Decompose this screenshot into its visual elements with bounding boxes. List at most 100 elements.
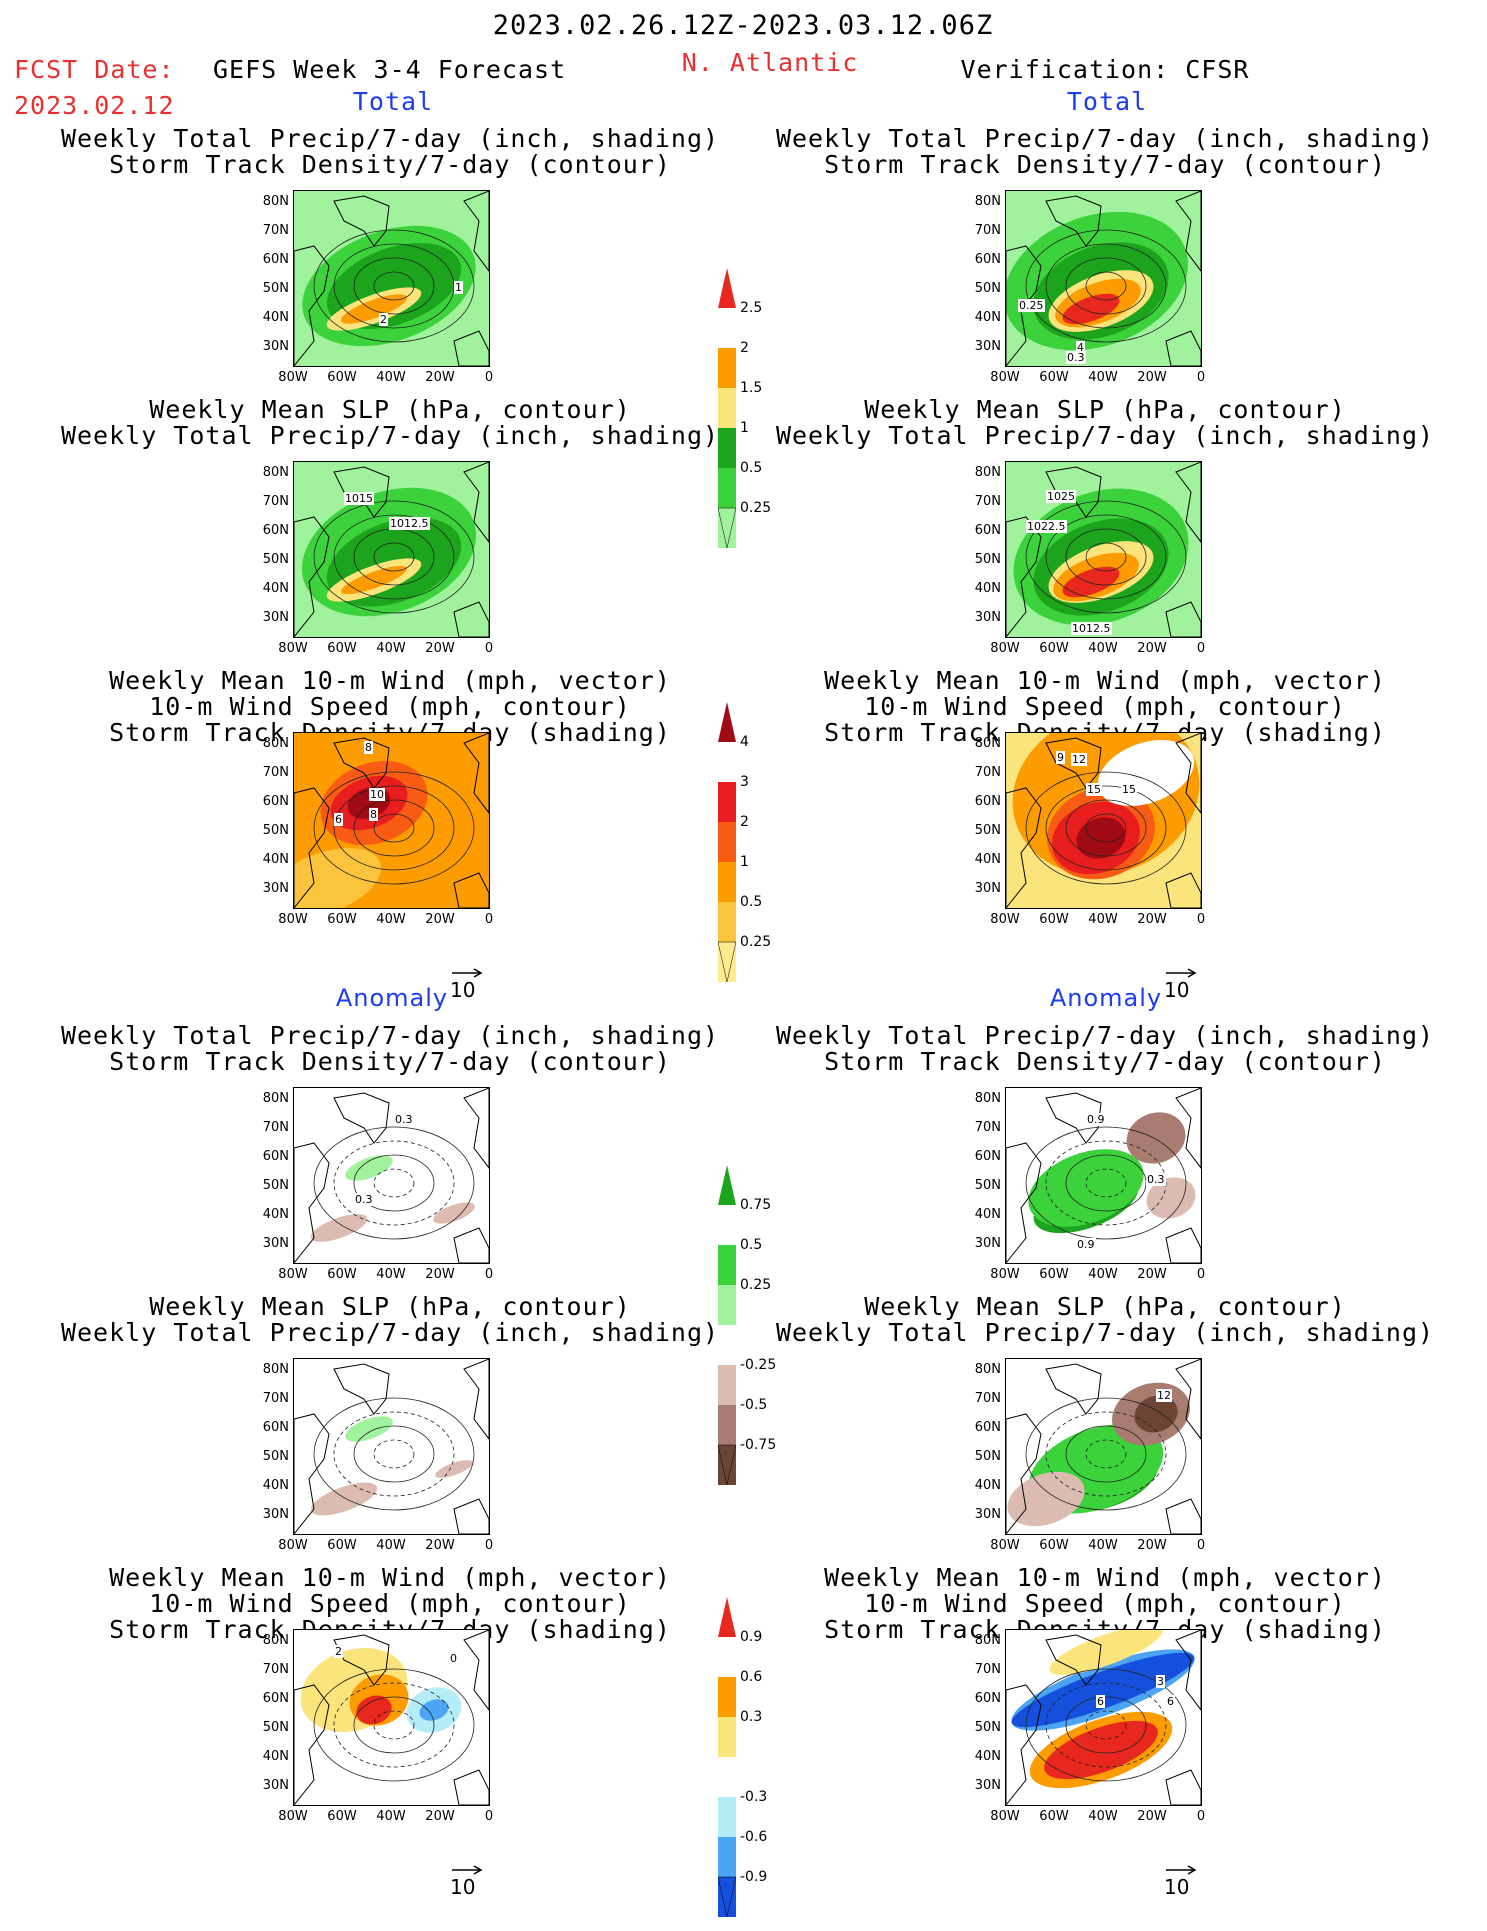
contour-line [1025, 1668, 1187, 1782]
colorbar-swatch [718, 1405, 736, 1445]
lon-tick-label: 80W [278, 1809, 308, 1824]
lat-tick-label: 60N [974, 794, 1001, 809]
lat-tick-label: 50N [974, 552, 1001, 567]
colorbar-swatch [718, 1677, 736, 1717]
colorbar-swatch [718, 388, 736, 428]
contour-label: 2 [379, 313, 388, 326]
colorbar-label: -0.9 [740, 1869, 768, 1885]
contour-label: 1 [454, 281, 463, 294]
contour-line [1025, 500, 1187, 614]
contour-line [373, 1439, 415, 1469]
shading-region [433, 1202, 475, 1224]
contour-label: 10 [369, 788, 385, 801]
lat-tick-label: 70N [262, 1120, 289, 1135]
fcst-total-slp-plot [294, 462, 489, 637]
lat-tick-label: 60N [262, 794, 289, 809]
colorbar-label: -0.6 [740, 1829, 768, 1845]
contour-label: 12 [1156, 1389, 1172, 1402]
lon-tick-label: 0 [484, 912, 494, 927]
lon-tick-label: 20W [1137, 1809, 1167, 1824]
lat-tick-label: 70N [974, 765, 1001, 780]
lon-tick-label: 40W [1088, 641, 1118, 656]
lat-tick-label: 50N [974, 1720, 1001, 1735]
lat-tick-label: 70N [262, 1391, 289, 1406]
ver-anom-slp-title: Weekly Mean SLP (hPa, contour) Weekly To… [775, 1292, 1435, 1347]
contour-line [313, 1126, 475, 1240]
lon-tick-label: 60W [1039, 1267, 1069, 1282]
lat-tick-label: 50N [262, 1720, 289, 1735]
lat-tick-label: 40N [974, 310, 1001, 325]
contour-label: 4 [1076, 341, 1085, 354]
contour-line [1065, 257, 1147, 315]
contour-line [1025, 1397, 1187, 1511]
lat-tick-label: 50N [974, 1449, 1001, 1464]
colorbar-label: 1 [740, 854, 749, 870]
lat-tick-label: 60N [262, 1691, 289, 1706]
contour-label: 0.3 [1066, 351, 1086, 364]
lat-tick-label: 50N [974, 281, 1001, 296]
lon-tick-label: 0 [1196, 1538, 1206, 1553]
lon-tick-label: 20W [1137, 641, 1167, 656]
colorbar-label: 1 [740, 420, 749, 436]
contour-label: 6 [1096, 1695, 1105, 1708]
lat-tick-label: 70N [974, 494, 1001, 509]
lon-tick-label: 40W [376, 1809, 406, 1824]
lon-tick-label: 0 [1196, 1267, 1206, 1282]
lat-tick-label: 60N [974, 1420, 1001, 1435]
contour-line [1045, 514, 1167, 600]
ver-anom-precip-title: Weekly Total Precip/7-day (inch, shading… [775, 1021, 1435, 1076]
lon-tick-label: 20W [425, 1538, 455, 1553]
lon-tick-label: 80W [278, 912, 308, 927]
vector-arrow-icon [1166, 968, 1197, 978]
colorbar-label: 0.75 [740, 1197, 772, 1213]
shading-region [310, 1482, 378, 1516]
contour-line [313, 500, 475, 614]
ver-anom-slp-plot [1006, 1359, 1201, 1534]
contour-label: 0.3 [394, 1113, 414, 1126]
lat-tick-label: 40N [974, 852, 1001, 867]
lon-tick-label: 20W [425, 370, 455, 385]
shading-region [1044, 1720, 1158, 1780]
lon-tick-label: 40W [1088, 370, 1118, 385]
lon-tick-label: 40W [376, 1538, 406, 1553]
vector-arrow-icon [452, 1865, 483, 1875]
contour-line [373, 1710, 415, 1740]
ver-anom-precip-map: 0.9 0.3 0.9 [1005, 1087, 1202, 1264]
ver-anom-wind-plot [1006, 1630, 1201, 1805]
contour-label: 3 [1156, 1675, 1165, 1688]
colorbar-label: 2.5 [740, 300, 763, 316]
fcst-anom-precip-map: 0.3 0.3 [293, 1087, 490, 1264]
lon-tick-label: 40W [1088, 1267, 1118, 1282]
lon-tick-label: 80W [990, 1267, 1020, 1282]
contour-line [1085, 271, 1127, 301]
lat-tick-label: 70N [974, 1391, 1001, 1406]
contour-label: 12 [1071, 753, 1087, 766]
colorbar-total-storm: 4 3 2 1 0.5 0.25 [717, 702, 778, 996]
lon-tick-label: 20W [1137, 1267, 1167, 1282]
lat-tick-label: 60N [974, 252, 1001, 267]
lat-tick-label: 80N [974, 1091, 1001, 1106]
lat-tick-label: 70N [262, 494, 289, 509]
lon-tick-label: 60W [1039, 1809, 1069, 1824]
colorbar-anom-precip: 0.75 0.5 0.25 -0.25 -0.5 -0.75 [717, 1165, 778, 1499]
lon-tick-label: 0 [484, 1538, 494, 1553]
fcst-total-wind-map: 8 10 8 6 [293, 732, 490, 909]
contour-label: 0.3 [1146, 1173, 1166, 1186]
contour-line [1085, 813, 1127, 843]
colorbar-swatch [718, 862, 736, 902]
lon-tick-label: 0 [1196, 912, 1206, 927]
lat-tick-label: 40N [974, 1749, 1001, 1764]
colorbar-label: 0.25 [740, 500, 772, 516]
lat-tick-label: 70N [262, 1662, 289, 1677]
lon-tick-label: 40W [1088, 912, 1118, 927]
lat-tick-label: 40N [262, 1207, 289, 1222]
lat-tick-label: 70N [262, 765, 289, 780]
lat-tick-label: 30N [974, 1778, 1001, 1793]
colorbar-label: 0.5 [740, 1237, 763, 1253]
shading-region [419, 1699, 449, 1721]
colorbar-label: 3 [740, 774, 749, 790]
contour-line [1045, 1140, 1167, 1226]
colorbar-label: 0.5 [740, 894, 763, 910]
lat-tick-label: 60N [974, 1691, 1001, 1706]
